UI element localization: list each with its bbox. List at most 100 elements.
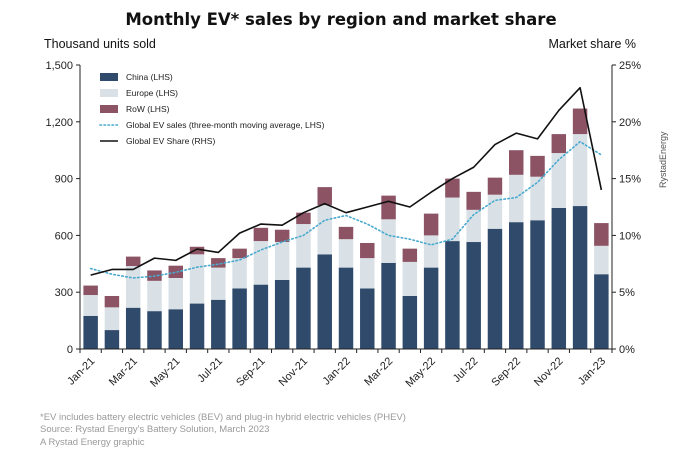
left-axis-title: Thousand units sold [44,37,156,51]
row-bar [125,256,141,267]
x-tick-label: Jul-22 [451,355,481,385]
europe-bar [168,278,183,310]
row-bar [551,134,567,154]
row-bar [530,155,545,177]
y-tick-label: 1,200 [45,117,73,129]
row-bar [466,191,481,210]
y-tick-label: 1,500 [45,60,73,72]
y-right-tick-label: 20% [619,117,641,129]
x-tick-label: Jan-23 [576,355,608,387]
china-bar [509,222,524,349]
x-tick-label: Jul-21 [195,355,225,385]
europe-bar [551,153,567,208]
legend-label: Global EV Share (RHS) [126,136,215,146]
europe-bar [189,254,205,304]
footnote-ev-definition: *EV includes battery electric vehicles (… [40,411,406,423]
china-bar [572,206,588,349]
europe-bar [83,295,98,316]
row-bar [402,248,418,262]
y-tick-label: 0 [67,344,73,356]
market-share-line [90,86,603,276]
europe-bar [125,266,141,308]
row-bar [232,248,247,259]
europe-bar [509,174,524,223]
europe-bar [530,176,545,221]
y-right-tick-label: 15% [619,174,641,186]
brand-logo: RystadEnergy [658,131,668,188]
y-right-tick-label: 10% [619,230,641,242]
europe-bar [147,280,162,312]
row-bar [168,265,183,278]
x-tick-label: Mar-21 [107,355,140,388]
legend-label: China (LHS) [126,72,173,82]
svg-text:RystadEnergy: RystadEnergy [658,131,668,188]
china-bar [381,262,396,349]
china-bar [274,279,290,349]
china-bar [232,288,247,349]
x-tick-label: Sep-21 [234,355,268,389]
x-tick-label: Sep-22 [489,355,523,389]
y-tick-label: 600 [55,230,73,242]
china-bar [445,241,460,349]
china-legend-swatch [100,73,118,81]
europe-bar [423,235,439,268]
row-bar [253,227,269,242]
row-legend-swatch [100,105,118,113]
row-bar [189,246,205,255]
europe-bar [402,261,418,296]
europe-bar [104,307,120,331]
china-bar [530,220,545,349]
europe-bar [317,205,332,255]
china-bar [487,228,503,349]
row-bar [83,285,98,296]
china-bar [466,242,481,349]
europe-bar [445,197,460,242]
china-bar [168,309,183,349]
europe-bar [594,245,609,275]
footer-notes: *EV includes battery electric vehicles (… [40,412,406,450]
source-note: Source: Rystad Energy's Battery Solution… [40,424,270,435]
china-bar [360,288,375,349]
legend-label: Global EV sales (three-month moving aver… [126,120,325,130]
y-tick-label: 300 [55,287,73,299]
china-bar [402,295,418,349]
credit-note: A Rystad Energy graphic [40,436,145,448]
x-tick-label: May-22 [403,355,437,389]
row-bar [360,242,375,259]
europe-bar [360,258,375,289]
y-right-tick-label: 5% [619,287,635,299]
row-bar [381,195,396,220]
row-bar [104,295,120,308]
europe-bar [572,134,588,207]
china-bar [253,284,269,349]
china-bar [83,315,98,349]
china-bar [125,307,141,349]
europe-bar [338,239,354,268]
europe-bar [296,224,311,268]
row-bar [572,108,588,135]
row-bar [423,213,439,236]
europe-bar [211,267,226,300]
moving-average-line [89,140,603,279]
x-tick-label: Mar-22 [362,355,395,388]
europe-bar [381,219,396,263]
y-tick-label: 900 [55,174,73,186]
china-bar [296,267,311,349]
x-tick-label: May-21 [148,355,182,389]
y-right-tick-label: 0% [619,344,635,356]
row-bar [211,258,226,268]
europe-bar [232,258,247,289]
europe-legend-swatch [100,89,118,97]
row-bar [487,177,503,195]
china-bar [189,303,205,349]
row-bar [338,226,354,240]
china-bar [211,299,226,349]
row-bar [296,212,311,225]
europe-bar [487,194,503,229]
europe-bar [274,242,290,280]
x-tick-label: Nov-21 [277,355,311,389]
china-bar [147,311,162,349]
china-bar [317,254,332,349]
china-bar [594,274,609,349]
